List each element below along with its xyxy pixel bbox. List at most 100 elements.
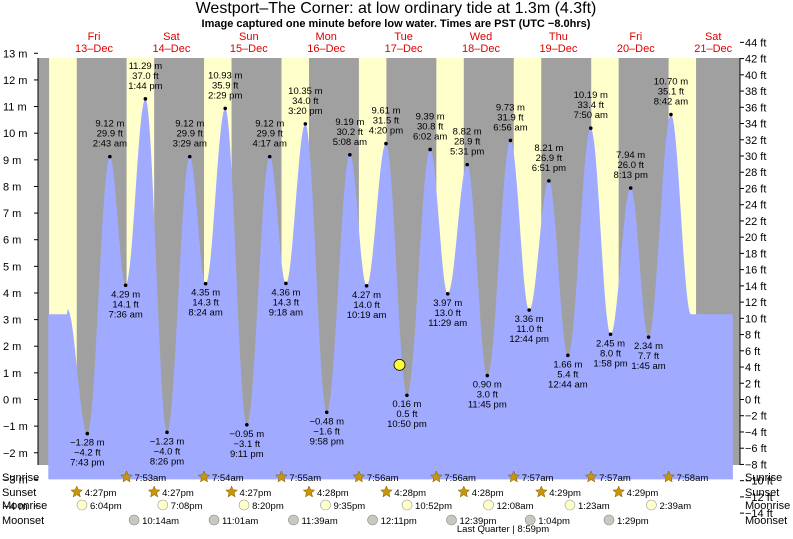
tide-label: 3.0 ft xyxy=(477,390,498,401)
sun-star-icon xyxy=(70,485,84,498)
tide-label: 2:29 pm xyxy=(208,90,242,101)
tide-point xyxy=(203,281,208,286)
tide-label: 14.3 ft xyxy=(273,297,300,308)
sunrise-time: 7:53am xyxy=(135,473,167,484)
tide-label: 8.82 m xyxy=(453,127,482,138)
tide-area-path xyxy=(48,99,733,480)
tide-label: 10:50 pm xyxy=(387,419,427,430)
moonset-icon xyxy=(128,514,140,526)
tide-label: 10.35 m xyxy=(288,86,322,97)
tide-label: 8.21 m xyxy=(534,143,563,154)
tide-label: 4.36 m xyxy=(271,287,300,298)
tide-label: 37.0 ft xyxy=(132,71,159,82)
sun-star-icon xyxy=(352,470,366,483)
moonset-icon xyxy=(367,514,378,526)
tide-labels: −1.28 m−4.2 ft7:43 pm9.12 m29.9 ft2:43 a… xyxy=(70,61,688,469)
left-tick-label: −3 m xyxy=(3,474,28,486)
tide-point xyxy=(187,154,192,159)
tide-label: 29.9 ft xyxy=(97,129,124,140)
moonset-time: 1:29pm xyxy=(617,516,649,527)
tide-label: 10.19 m xyxy=(574,90,608,101)
tide-label: 35.1 ft xyxy=(658,87,685,98)
tide-label: 1:58 pm xyxy=(593,358,627,369)
moonrise-time: 7:08pm xyxy=(171,501,203,512)
tide-label: 8:26 pm xyxy=(150,456,184,467)
tide-label: 9:11 pm xyxy=(230,449,264,460)
day-date: 20–Dec xyxy=(617,43,655,55)
moonset-icon xyxy=(288,514,299,526)
tide-point xyxy=(303,122,308,126)
axes: 13 m 12 m 11 m 10 m 9 m 8 m 7 m 6 m 5 m 4 m 3 m 2 m… xyxy=(3,37,773,520)
tide-label: 11:29 am xyxy=(428,318,467,329)
moonrise-time: 6:04pm xyxy=(90,501,122,512)
sun-star-icon xyxy=(584,470,598,483)
left-tick-label: −1 m xyxy=(3,421,28,433)
tide-point xyxy=(348,152,352,157)
tide-label: 3.36 m xyxy=(515,314,544,325)
day-name: Mon xyxy=(315,31,336,43)
right-tick-label: 44 ft xyxy=(745,37,766,49)
sunrise-time: 7:57am xyxy=(522,473,554,484)
tide-point xyxy=(508,138,513,143)
tide-point xyxy=(566,353,570,358)
right-tick-label: −2 ft xyxy=(745,411,767,423)
tide-point xyxy=(405,393,409,398)
tide-label: 12:44 am xyxy=(548,379,588,390)
right-tick-label: 28 ft xyxy=(745,167,766,179)
row-label-right: Moonrise xyxy=(745,500,790,512)
tide-label: 3.97 m xyxy=(433,298,462,309)
right-tick-label: 2 ft xyxy=(745,378,760,390)
day-name: Fri xyxy=(88,31,101,43)
moonset-time: 12:11pm xyxy=(381,516,417,527)
tide-label: 4.29 m xyxy=(111,289,140,300)
tide-label: 8.0 ft xyxy=(600,348,621,359)
tide-area xyxy=(48,99,733,480)
right-tick-label: 40 ft xyxy=(745,70,766,82)
tide-label: −4.2 ft xyxy=(74,448,101,459)
tide-point xyxy=(445,291,450,296)
tide-point xyxy=(223,106,228,111)
tide-label: 9.61 m xyxy=(371,106,400,117)
day-date: 19–Dec xyxy=(539,43,577,55)
tide-label: 26.9 ft xyxy=(536,153,563,164)
day-date: 15–Dec xyxy=(230,43,268,55)
day-date: 18–Dec xyxy=(462,43,500,55)
right-tick-label: −14 ft xyxy=(745,508,773,520)
right-tick-label: 4 ft xyxy=(745,362,760,374)
tide-label: 9.19 m xyxy=(335,117,364,128)
tide-label: 5:08 am xyxy=(333,137,367,148)
tide-label: 14.3 ft xyxy=(192,298,219,309)
sun-star-icon xyxy=(534,485,548,498)
row-label-left: Sunrise xyxy=(2,472,39,484)
right-tick-label: 32 ft xyxy=(745,135,766,147)
moonset-time: 1:04pm xyxy=(538,516,570,527)
day-name: Wed xyxy=(470,31,492,43)
moonset-time: 12:39pm xyxy=(459,516,496,527)
left-tick-label: −2 m xyxy=(3,448,28,460)
tide-label: 7:50 am xyxy=(574,110,608,121)
tide-label: 3:29 am xyxy=(173,139,207,150)
sun-star-icon xyxy=(662,470,675,483)
right-tick-label: 38 ft xyxy=(745,86,766,98)
day-name: Fri xyxy=(629,31,642,43)
sun-star-icon xyxy=(197,470,211,483)
tide-label: 34.0 ft xyxy=(292,96,319,107)
sunrise-time: 7:57am xyxy=(599,473,631,484)
day-headers: Fri13–DecSat14–DecSun15–DecMon16–DecTue1… xyxy=(75,31,733,55)
tide-label: 11.0 ft xyxy=(516,324,542,335)
tide-label: 7.7 ft xyxy=(638,351,659,362)
right-tick-label: 6 ft xyxy=(745,346,760,358)
day-date: 21–Dec xyxy=(694,43,732,55)
sunset-time: 4:27pm xyxy=(240,488,272,499)
right-tick-label: 14 ft xyxy=(745,281,766,293)
moonset-time: 10:14am xyxy=(142,516,179,527)
tide-label: 30.2 ft xyxy=(337,127,364,138)
left-tick-label: 5 m xyxy=(3,261,21,273)
left-tick-label: 10 m xyxy=(3,128,27,140)
tide-label: 9.39 m xyxy=(416,111,445,122)
tide-label: 1.66 m xyxy=(553,359,582,370)
tide-label: 3:20 pm xyxy=(288,106,322,117)
tide-label: 0.16 m xyxy=(392,399,421,410)
tide-label: 10:19 am xyxy=(347,310,387,321)
